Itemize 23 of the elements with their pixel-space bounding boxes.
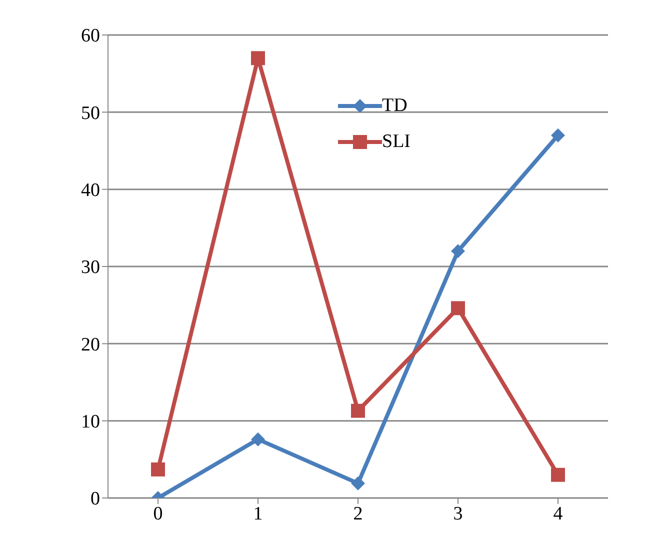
x-tick-label: 2 — [353, 503, 363, 524]
x-tick-label: 1 — [253, 503, 263, 524]
x-tick-label: 4 — [553, 503, 564, 524]
y-tick-label: 60 — [81, 26, 100, 47]
y-tick-label: 10 — [81, 412, 100, 433]
y-tick-label: 30 — [81, 257, 100, 278]
point — [251, 432, 265, 446]
x-tick-label: 3 — [453, 503, 463, 524]
y-tick-label: 0 — [90, 488, 100, 510]
point — [251, 51, 265, 66]
point — [451, 244, 465, 258]
legend-label: TD — [382, 95, 408, 117]
point — [351, 404, 365, 418]
point — [451, 301, 465, 316]
point — [151, 462, 165, 476]
point — [551, 128, 565, 142]
y-tick-label: 20 — [81, 334, 100, 356]
y-tick-label: 40 — [81, 180, 100, 202]
y-tick-label: 50 — [81, 102, 100, 124]
x-tick-label: 0 — [153, 503, 163, 524]
point — [551, 468, 565, 482]
legend-label: SLI — [382, 131, 410, 153]
point — [351, 476, 365, 490]
